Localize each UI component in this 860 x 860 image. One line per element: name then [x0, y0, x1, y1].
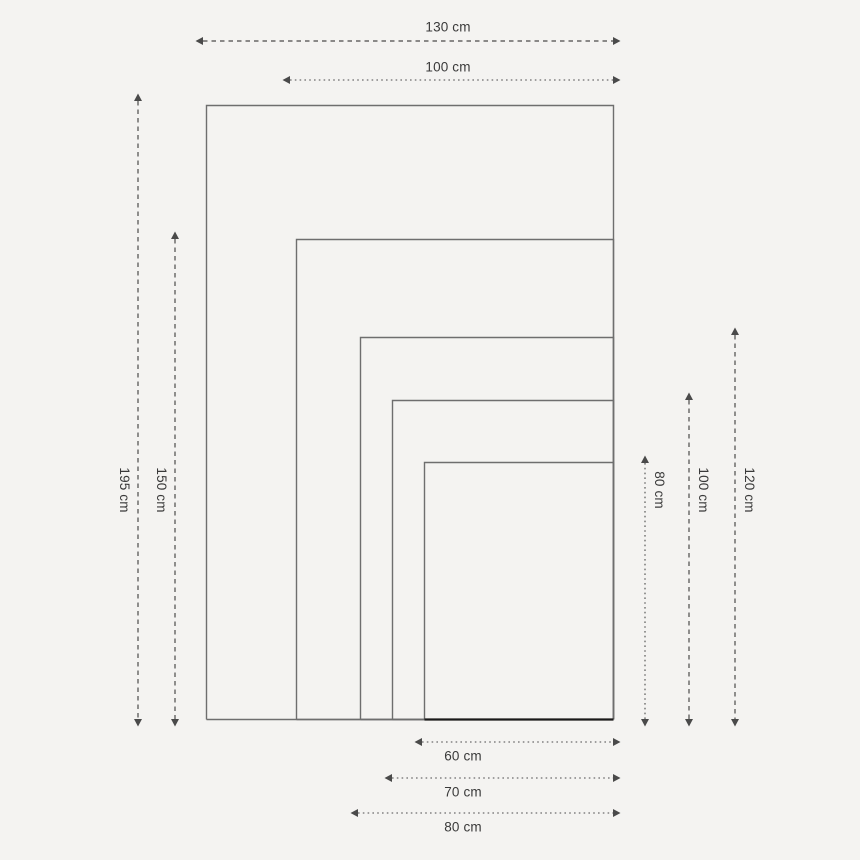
size-rectangle-rug-130x195 — [205, 104, 615, 721]
rectangle-outline — [205, 104, 615, 720]
dimension-label-width-130: 130 cm — [425, 19, 471, 35]
dimension-label-height-150: 150 cm — [153, 467, 169, 513]
dimension-line-layer — [134, 37, 739, 817]
dimension-label-width-70: 70 cm — [444, 784, 482, 800]
rectangle-outline — [423, 461, 615, 720]
size-rectangle-rug-100x150 — [295, 238, 615, 721]
size-rectangle-rug-70x100 — [391, 399, 615, 721]
rectangle-outline — [295, 238, 615, 720]
dimension-label-height-100: 100 cm — [695, 467, 711, 513]
dimension-label-width-80: 80 cm — [444, 819, 482, 835]
rectangle-outline — [391, 399, 615, 720]
dimension-label-width-100: 100 cm — [425, 59, 471, 75]
dimension-label-height-120: 120 cm — [741, 467, 757, 513]
size-rectangle-rug-80x120 — [359, 336, 615, 721]
rectangle-outline — [359, 336, 615, 720]
dimension-label-height-80: 80 cm — [651, 471, 667, 509]
rectangle-layer — [205, 104, 615, 721]
dimension-label-height-195: 195 cm — [116, 467, 132, 513]
size-rectangle-rug-60x80 — [423, 461, 615, 721]
dimension-label-width-60: 60 cm — [444, 748, 482, 764]
